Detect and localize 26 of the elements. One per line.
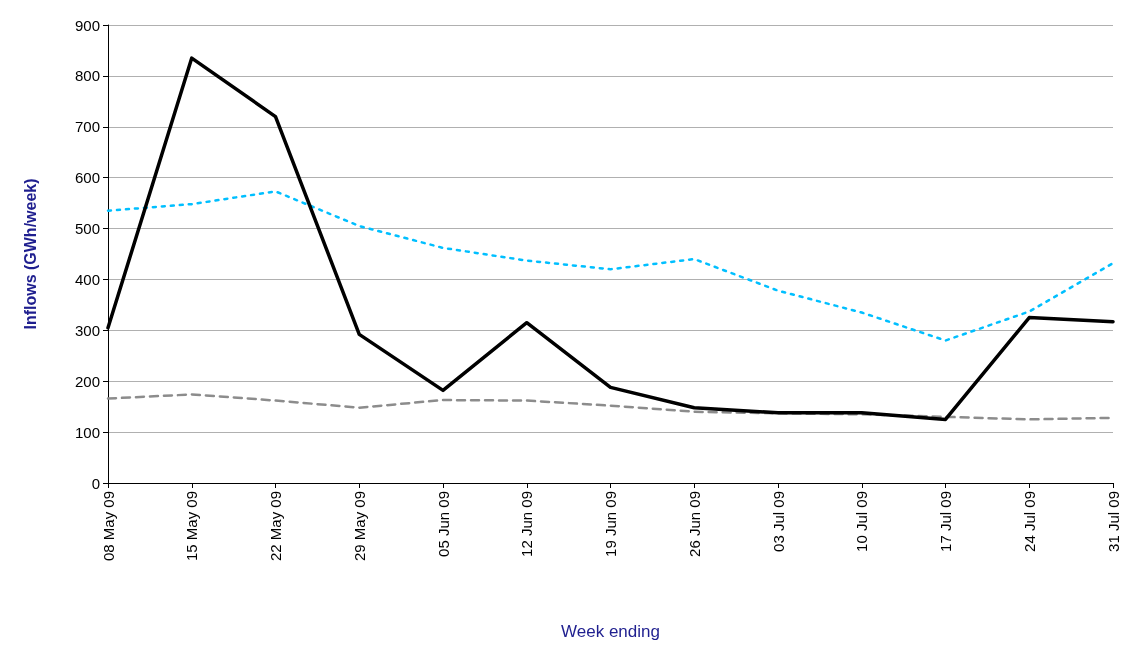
x-tick-label: 26 Jun 09 (685, 491, 703, 557)
y-tick-label: 900 (74, 16, 100, 34)
x-tick-label: 15 May 09 (183, 491, 201, 562)
y-tick-label: 400 (74, 270, 100, 288)
x-tick-label: 24 Jul 09 (1020, 491, 1038, 552)
y-tick-label: 700 (74, 118, 100, 136)
y-tick-label: 0 (91, 474, 100, 492)
y-axis-title: Inflows (GWh/week) (21, 178, 39, 330)
y-tick-label: 800 (74, 67, 100, 85)
x-tick-label: 08 May 09 (99, 491, 117, 562)
x-tick-label: 19 Jun 09 (602, 491, 619, 557)
x-tick-label: 12 Jun 09 (518, 491, 536, 557)
y-tick-label: 200 (74, 372, 100, 390)
y-tick-label: 500 (74, 220, 100, 238)
x-tick-label: 29 May 09 (350, 491, 368, 562)
x-tick-label: 05 Jun 09 (434, 491, 452, 557)
y-tick-label: 300 (74, 321, 100, 339)
y-tick-label: 600 (74, 169, 100, 187)
line-series (106, 190, 1115, 342)
x-tick-label: 17 Jul 09 (937, 491, 954, 552)
x-axis-title: Week ending (561, 622, 660, 641)
y-tick-label: 100 (74, 423, 100, 441)
x-tick-label: 03 Jul 09 (769, 491, 787, 552)
x-tick-label: 22 May 09 (267, 491, 284, 562)
x-tick-label: 10 Jul 09 (853, 491, 871, 552)
x-tick-label: 31 Jul 09 (1104, 491, 1122, 552)
